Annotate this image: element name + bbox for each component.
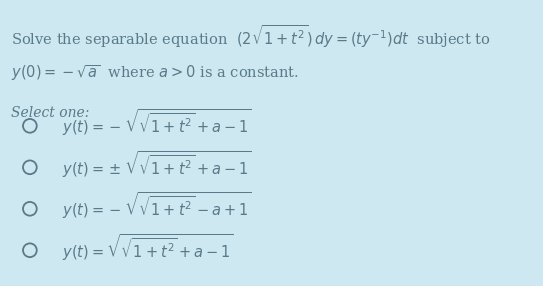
- Text: Select one:: Select one:: [11, 106, 89, 120]
- Text: Solve the separable equation  $(2\sqrt{1+t^2})\,dy = (ty^{-1})dt$  subject to: Solve the separable equation $(2\sqrt{1+…: [11, 23, 490, 50]
- Text: $y(t) = -\sqrt{\sqrt{1+t^2}-a+1}$: $y(t) = -\sqrt{\sqrt{1+t^2}-a+1}$: [62, 190, 252, 221]
- Text: $y(0) = -\sqrt{a}$  where $a > 0$ is a constant.: $y(0) = -\sqrt{a}$ where $a > 0$ is a co…: [11, 63, 299, 83]
- Text: $y(t) = -\sqrt{\sqrt{1+t^2}+a-1}$: $y(t) = -\sqrt{\sqrt{1+t^2}+a-1}$: [62, 108, 252, 138]
- Text: $y(t) = \sqrt{\sqrt{1+t^2}+a-1}$: $y(t) = \sqrt{\sqrt{1+t^2}+a-1}$: [62, 232, 234, 263]
- Text: $y(t) = \pm\sqrt{\sqrt{1+t^2}+a-1}$: $y(t) = \pm\sqrt{\sqrt{1+t^2}+a-1}$: [62, 149, 252, 180]
